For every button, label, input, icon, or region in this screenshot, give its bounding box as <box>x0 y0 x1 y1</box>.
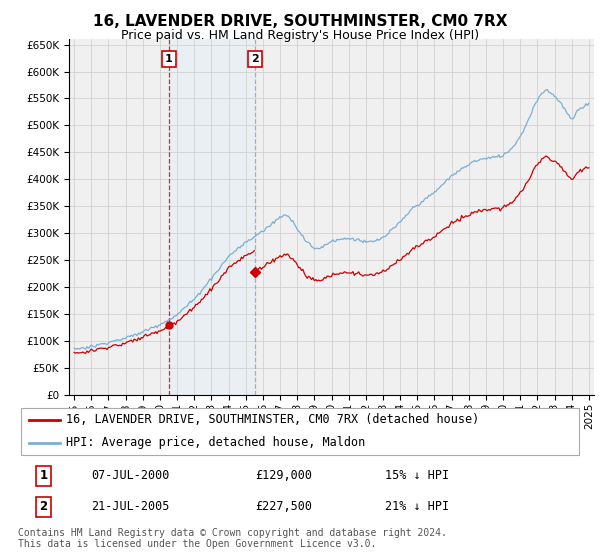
Text: 21-JUL-2005: 21-JUL-2005 <box>91 500 170 514</box>
Bar <box>169 39 255 395</box>
Text: £129,000: £129,000 <box>255 469 312 483</box>
Text: £227,500: £227,500 <box>255 500 312 514</box>
Text: 21% ↓ HPI: 21% ↓ HPI <box>385 500 449 514</box>
Text: 1: 1 <box>165 54 173 64</box>
FancyBboxPatch shape <box>21 408 579 455</box>
Text: 15% ↓ HPI: 15% ↓ HPI <box>385 469 449 483</box>
Text: Contains HM Land Registry data © Crown copyright and database right 2024.
This d: Contains HM Land Registry data © Crown c… <box>18 528 447 549</box>
Text: 2: 2 <box>40 500 47 514</box>
Text: 16, LAVENDER DRIVE, SOUTHMINSTER, CM0 7RX: 16, LAVENDER DRIVE, SOUTHMINSTER, CM0 7R… <box>93 14 507 29</box>
Text: 1: 1 <box>40 469 47 483</box>
Text: Price paid vs. HM Land Registry's House Price Index (HPI): Price paid vs. HM Land Registry's House … <box>121 29 479 42</box>
Text: HPI: Average price, detached house, Maldon: HPI: Average price, detached house, Mald… <box>66 436 365 449</box>
Text: 16, LAVENDER DRIVE, SOUTHMINSTER, CM0 7RX (detached house): 16, LAVENDER DRIVE, SOUTHMINSTER, CM0 7R… <box>66 413 479 426</box>
Text: 07-JUL-2000: 07-JUL-2000 <box>91 469 170 483</box>
Text: 2: 2 <box>251 54 259 64</box>
